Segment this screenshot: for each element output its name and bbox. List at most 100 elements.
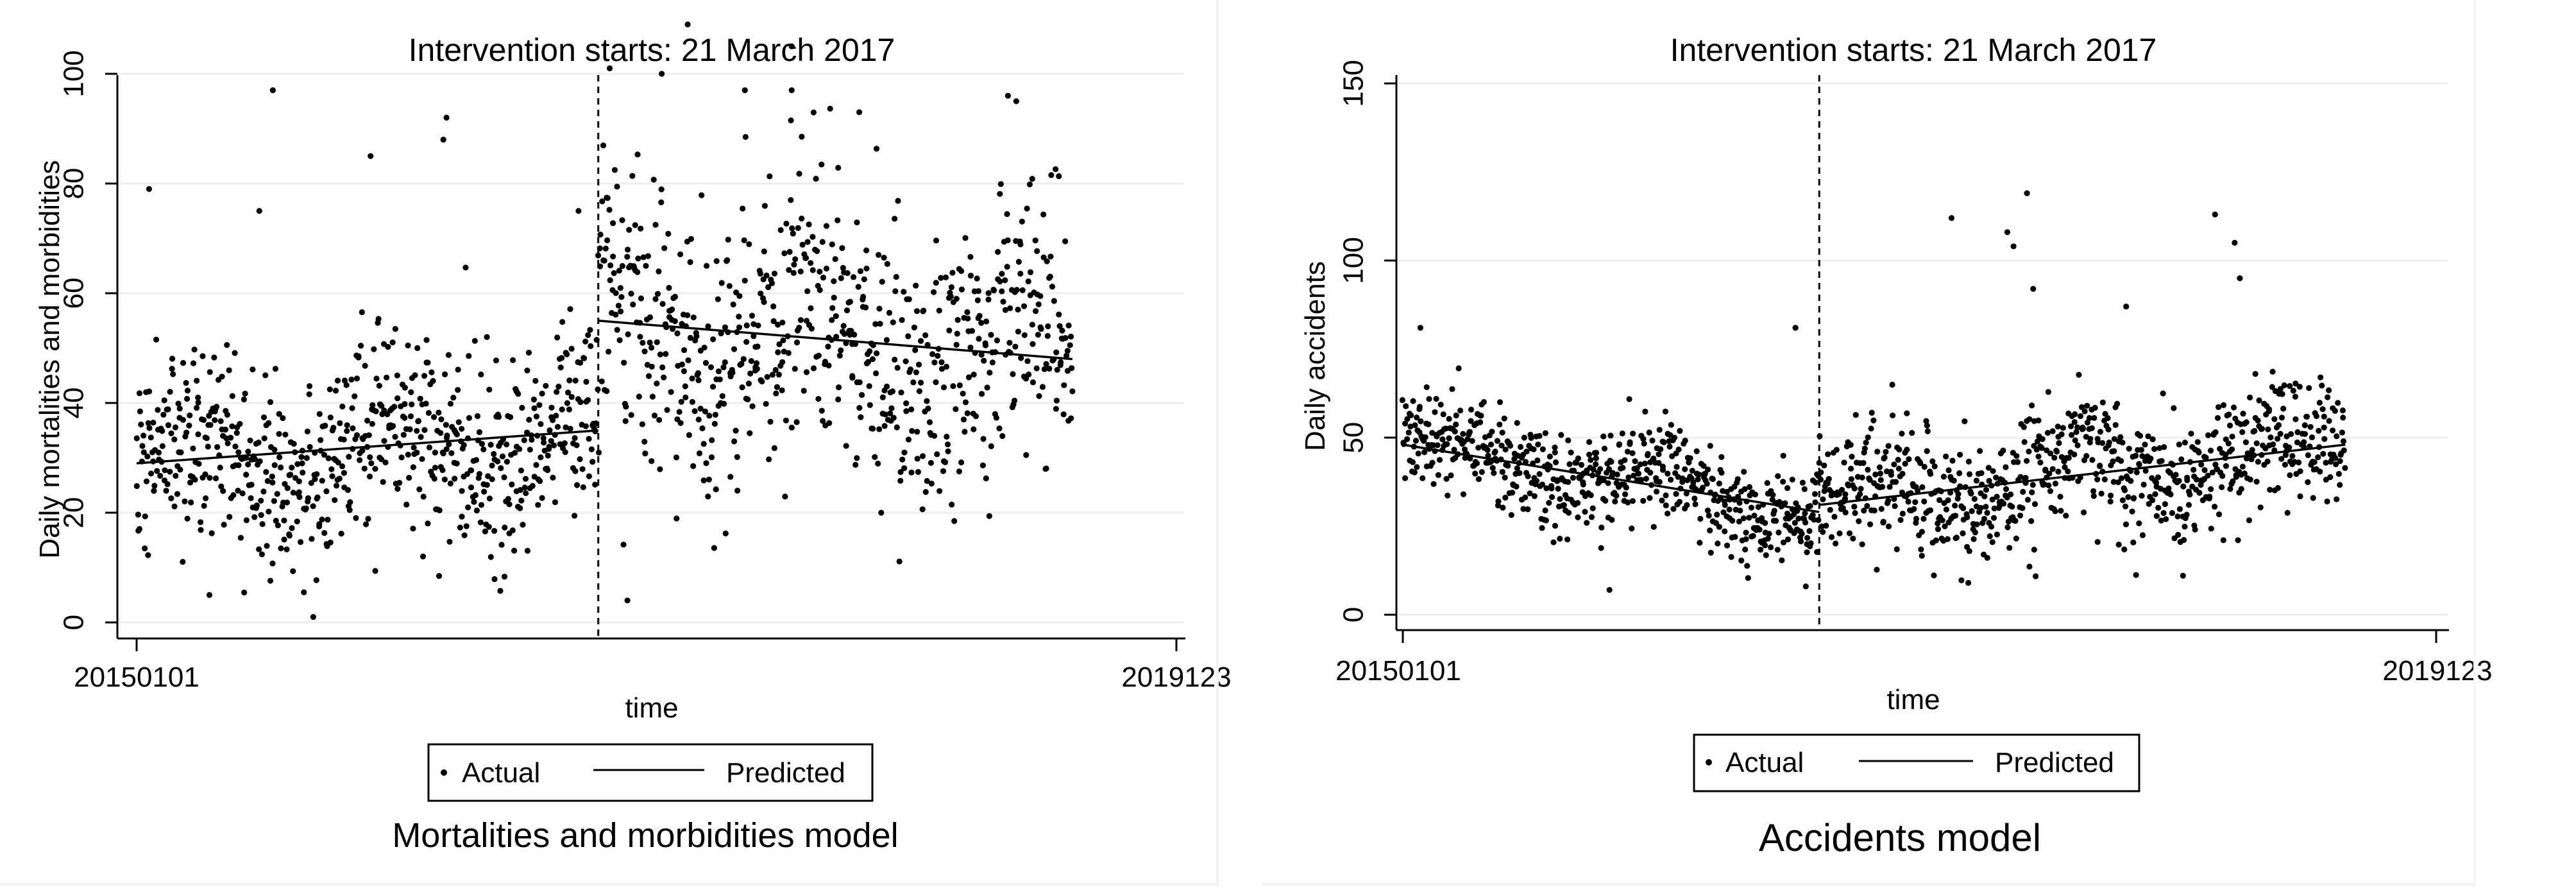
data-point — [648, 363, 655, 370]
data-point — [419, 553, 427, 560]
data-point — [1852, 509, 1858, 517]
data-point — [512, 450, 518, 456]
data-point — [754, 366, 760, 372]
data-point — [2243, 419, 2250, 425]
data-point — [2122, 503, 2129, 509]
data-point — [781, 348, 787, 355]
data-point — [711, 545, 717, 551]
data-point — [1412, 438, 1419, 444]
data-point — [574, 482, 580, 488]
data-point — [330, 424, 337, 431]
data-point — [2212, 211, 2218, 218]
data-point — [790, 270, 797, 276]
data-point — [914, 456, 920, 462]
legend-label-actual: Actual — [1725, 747, 1804, 778]
data-point — [195, 395, 201, 401]
data-point — [2321, 413, 2327, 420]
data-point — [269, 87, 276, 94]
data-point — [877, 320, 883, 327]
data-point — [640, 339, 646, 346]
data-point — [1053, 349, 1060, 355]
data-point — [518, 497, 525, 504]
data-point — [2305, 452, 2311, 459]
data-point — [1831, 513, 1838, 520]
data-point — [799, 216, 805, 222]
data-point — [1663, 502, 1669, 509]
data-point — [2058, 454, 2065, 460]
data-point — [2114, 400, 2121, 407]
data-point — [2241, 470, 2248, 477]
data-point — [857, 268, 864, 275]
data-point — [2115, 479, 2121, 486]
data-point — [997, 181, 1004, 187]
data-point — [337, 420, 343, 427]
data-point — [716, 376, 723, 382]
data-point — [207, 475, 213, 481]
data-point — [260, 414, 267, 420]
data-point — [863, 265, 870, 272]
data-point — [1641, 460, 1648, 466]
data-point — [659, 300, 666, 307]
data-point — [227, 434, 234, 441]
data-point — [703, 262, 710, 269]
data-point — [480, 446, 487, 452]
data-point — [2271, 416, 2278, 422]
data-point — [461, 532, 468, 538]
data-point — [237, 535, 244, 541]
data-point — [276, 454, 283, 461]
data-point — [2192, 526, 2198, 533]
data-point — [466, 353, 472, 359]
data-point — [1971, 496, 1978, 502]
data-point — [2084, 420, 2091, 426]
data-point — [1430, 481, 1437, 487]
data-point — [1626, 396, 1632, 402]
data-point — [2206, 495, 2212, 502]
data-point — [532, 377, 539, 384]
data-point — [563, 424, 569, 431]
data-point — [1715, 540, 1721, 547]
data-point — [654, 291, 661, 297]
data-point — [2160, 509, 2167, 517]
data-point — [1608, 459, 1614, 465]
data-point — [1494, 438, 1501, 444]
data-point — [468, 467, 475, 474]
data-point — [478, 371, 484, 378]
data-point — [491, 576, 498, 583]
data-point — [766, 456, 772, 463]
data-point — [251, 456, 258, 463]
data-point — [1496, 399, 1504, 406]
data-point — [325, 517, 331, 523]
data-point — [2257, 504, 2264, 511]
data-point — [2133, 469, 2140, 475]
data-point — [1602, 497, 1609, 504]
data-point — [1017, 241, 1024, 248]
data-point — [2071, 451, 2078, 458]
data-point — [1640, 436, 1647, 442]
data-point — [650, 176, 657, 183]
data-point — [146, 425, 153, 431]
data-point — [767, 418, 774, 425]
data-point — [672, 318, 678, 325]
data-point — [903, 408, 910, 415]
data-point — [781, 250, 788, 257]
scatter-points — [133, 21, 1076, 620]
data-point — [956, 468, 963, 475]
data-point — [819, 239, 826, 245]
data-point — [1953, 535, 1960, 541]
data-point — [2211, 504, 2218, 510]
data-point — [550, 474, 556, 481]
data-point — [942, 274, 949, 280]
data-point — [1015, 259, 1022, 265]
data-point — [915, 468, 921, 475]
data-point — [685, 357, 691, 364]
data-point — [290, 568, 296, 574]
data-point — [2207, 447, 2214, 454]
data-point — [818, 161, 825, 167]
data-point — [1589, 505, 1596, 511]
data-point — [1820, 529, 1826, 535]
data-point — [296, 489, 302, 495]
data-point — [1647, 495, 1653, 501]
data-point — [440, 450, 446, 457]
data-point — [1543, 485, 1550, 492]
data-point — [1763, 552, 1769, 558]
